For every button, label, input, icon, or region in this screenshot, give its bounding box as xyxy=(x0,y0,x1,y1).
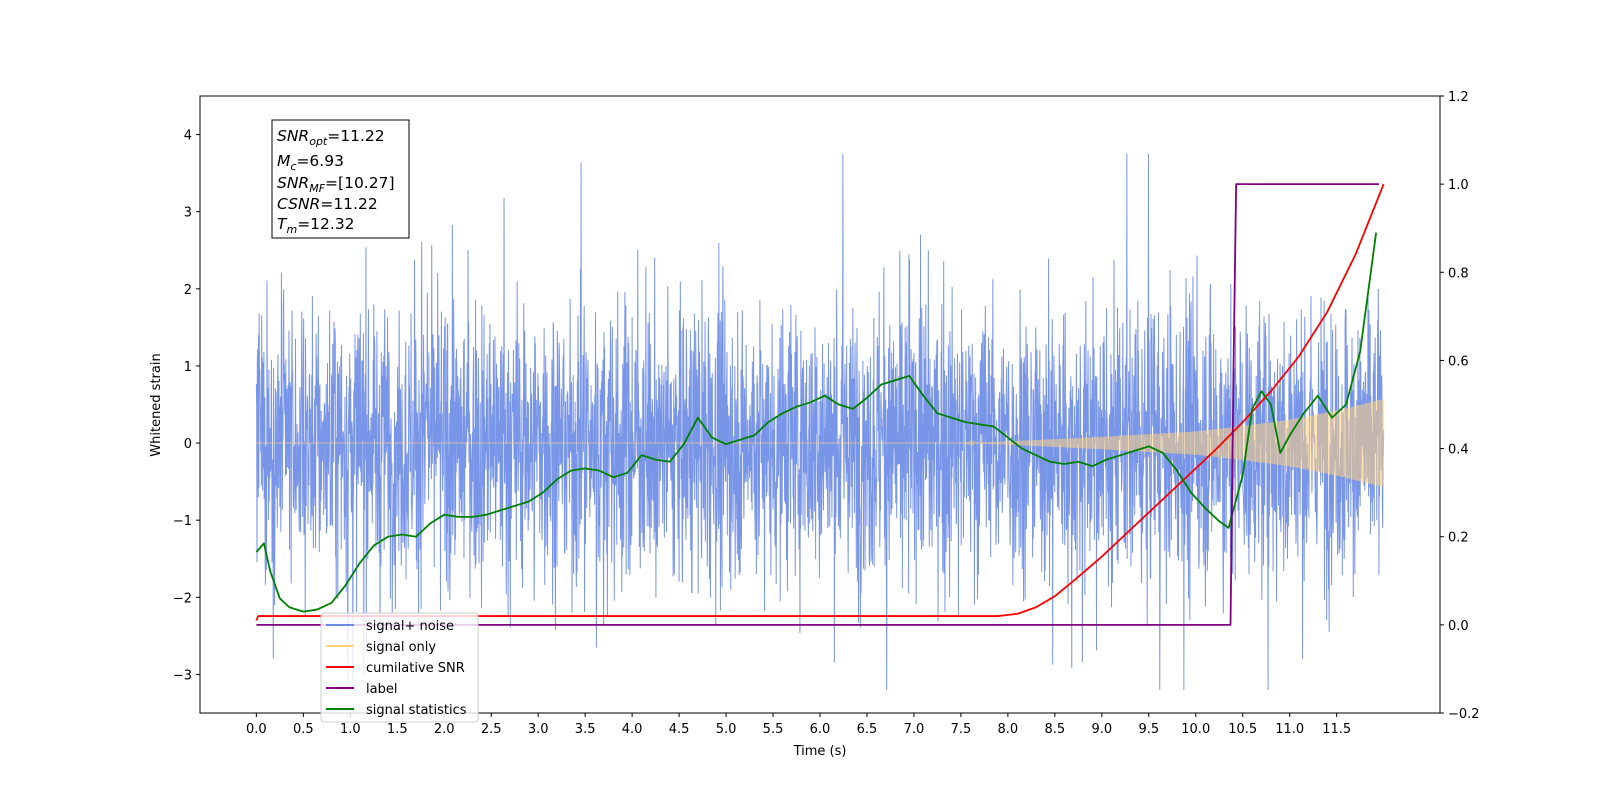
info-snr-mf: SNRMF=[10.27] xyxy=(277,174,395,195)
x-tick-label: 9.0 xyxy=(1091,722,1112,737)
y2-axis-ticks: −0.2 0.0 0.2 0.4 0.6 0.8 1.0 1.2 xyxy=(1440,90,1480,722)
info-snr-opt-symbol: SNR xyxy=(277,127,309,145)
y-tick-label: −1 xyxy=(173,514,192,529)
info-csnr: CSNR=11.22 xyxy=(277,195,378,213)
info-tm-value: =12.32 xyxy=(297,215,354,233)
y-tick-label: 1 xyxy=(184,360,192,375)
info-mc-subscript: c xyxy=(290,160,296,173)
x-tick-label: 4.5 xyxy=(669,722,690,737)
info-snr-opt-value: =11.22 xyxy=(327,127,384,145)
y2-tick-label: 0.8 xyxy=(1448,266,1469,281)
x-tick-label: 11.0 xyxy=(1275,722,1304,737)
y2-tick-label: 1.0 xyxy=(1448,178,1469,193)
legend-label: signal only xyxy=(366,640,436,655)
legend-label: signal+ noise xyxy=(366,619,454,634)
series-label-line xyxy=(256,183,1379,626)
series-signal-noise-line xyxy=(255,153,1385,690)
info-tm: Tm=12.32 xyxy=(277,215,355,236)
x-tick-label: 8.5 xyxy=(1045,722,1066,737)
x-tick-label: 8.0 xyxy=(998,722,1019,737)
y2-tick-label: 0.2 xyxy=(1448,531,1469,546)
series-signal-statistics-line xyxy=(255,232,1378,613)
x-tick-label: 4.0 xyxy=(622,722,643,737)
x-tick-label: 3.0 xyxy=(528,722,549,737)
y-tick-label: 0 xyxy=(184,437,192,452)
info-csnr-value: =11.22 xyxy=(320,195,377,213)
info-mc-symbol: M xyxy=(277,152,290,170)
x-tick-label: 11.5 xyxy=(1322,722,1351,737)
info-mc: Mc=6.93 xyxy=(277,152,344,173)
y-tick-label: 3 xyxy=(184,206,192,221)
info-snr-mf-value: =[10.27] xyxy=(325,174,394,192)
info-snr-mf-subscript: MF xyxy=(309,182,325,195)
x-tick-label: 1.5 xyxy=(387,722,408,737)
x-tick-label: 6.0 xyxy=(810,722,831,737)
legend: signal+ noise signal only cumilative SNR la… xyxy=(320,612,479,723)
info-box-frame xyxy=(271,119,410,239)
x-tick-label: 5.0 xyxy=(716,722,737,737)
info-snr-mf-symbol: SNR xyxy=(277,174,309,192)
x-tick-label: 0.5 xyxy=(293,722,314,737)
legend-frame xyxy=(320,612,479,723)
x-tick-label: 2.5 xyxy=(481,722,502,737)
y2-tick-label: 0.0 xyxy=(1448,619,1469,634)
y-tick-label: −2 xyxy=(173,591,192,606)
info-tm-symbol: T xyxy=(277,215,288,233)
series-cumulative-snr-line xyxy=(255,183,1385,621)
y-tick-label: 4 xyxy=(184,129,192,144)
y-tick-label: 2 xyxy=(184,283,192,298)
y2-tick-label: 0.4 xyxy=(1448,443,1469,458)
legend-label: label xyxy=(366,682,397,697)
y2-tick-label: −0.2 xyxy=(1448,707,1480,722)
x-tick-label: 2.0 xyxy=(434,722,455,737)
x-tick-label: 7.5 xyxy=(951,722,972,737)
y-tick-label: −3 xyxy=(173,668,192,683)
info-snr-opt-subscript: opt xyxy=(309,135,328,148)
info-csnr-symbol: CSNR xyxy=(277,195,320,213)
x-tick-label: 5.5 xyxy=(763,722,784,737)
plot-series xyxy=(255,153,1385,690)
info-box: SNRopt=11.22 Mc=6.93 SNRMF=[10.27] CSNR=… xyxy=(271,119,410,239)
x-tick-label: 6.5 xyxy=(857,722,878,737)
x-tick-label: 9.5 xyxy=(1138,722,1159,737)
legend-label: cumilative SNR xyxy=(366,661,465,676)
info-snr-opt: SNRopt=11.22 xyxy=(277,127,385,148)
x-tick-label: 10.5 xyxy=(1228,722,1257,737)
legend-label: signal statistics xyxy=(366,703,467,718)
series-signal-only-line xyxy=(256,399,1385,487)
x-axis-label: Time (s) xyxy=(793,744,847,759)
y2-tick-label: 0.6 xyxy=(1448,354,1469,369)
info-mc-value: =6.93 xyxy=(296,152,344,170)
x-tick-label: 1.0 xyxy=(340,722,361,737)
y-axis-label: Whitened strain xyxy=(149,353,164,456)
y2-tick-label: 1.2 xyxy=(1448,90,1469,105)
y-axis-ticks: −3 −2 −1 0 1 2 3 4 xyxy=(173,129,200,683)
info-tm-subscript: m xyxy=(286,223,297,236)
x-tick-label: 7.0 xyxy=(904,722,925,737)
x-tick-label: 10.0 xyxy=(1181,722,1210,737)
x-axis-ticks: 0.0 0.5 1.0 1.5 2.0 2.5 3.0 3.5 4.0 4.5 5.0 5.5 6.0 6… xyxy=(246,713,1351,737)
x-tick-label: 0.0 xyxy=(246,722,267,737)
x-tick-label: 3.5 xyxy=(575,722,596,737)
